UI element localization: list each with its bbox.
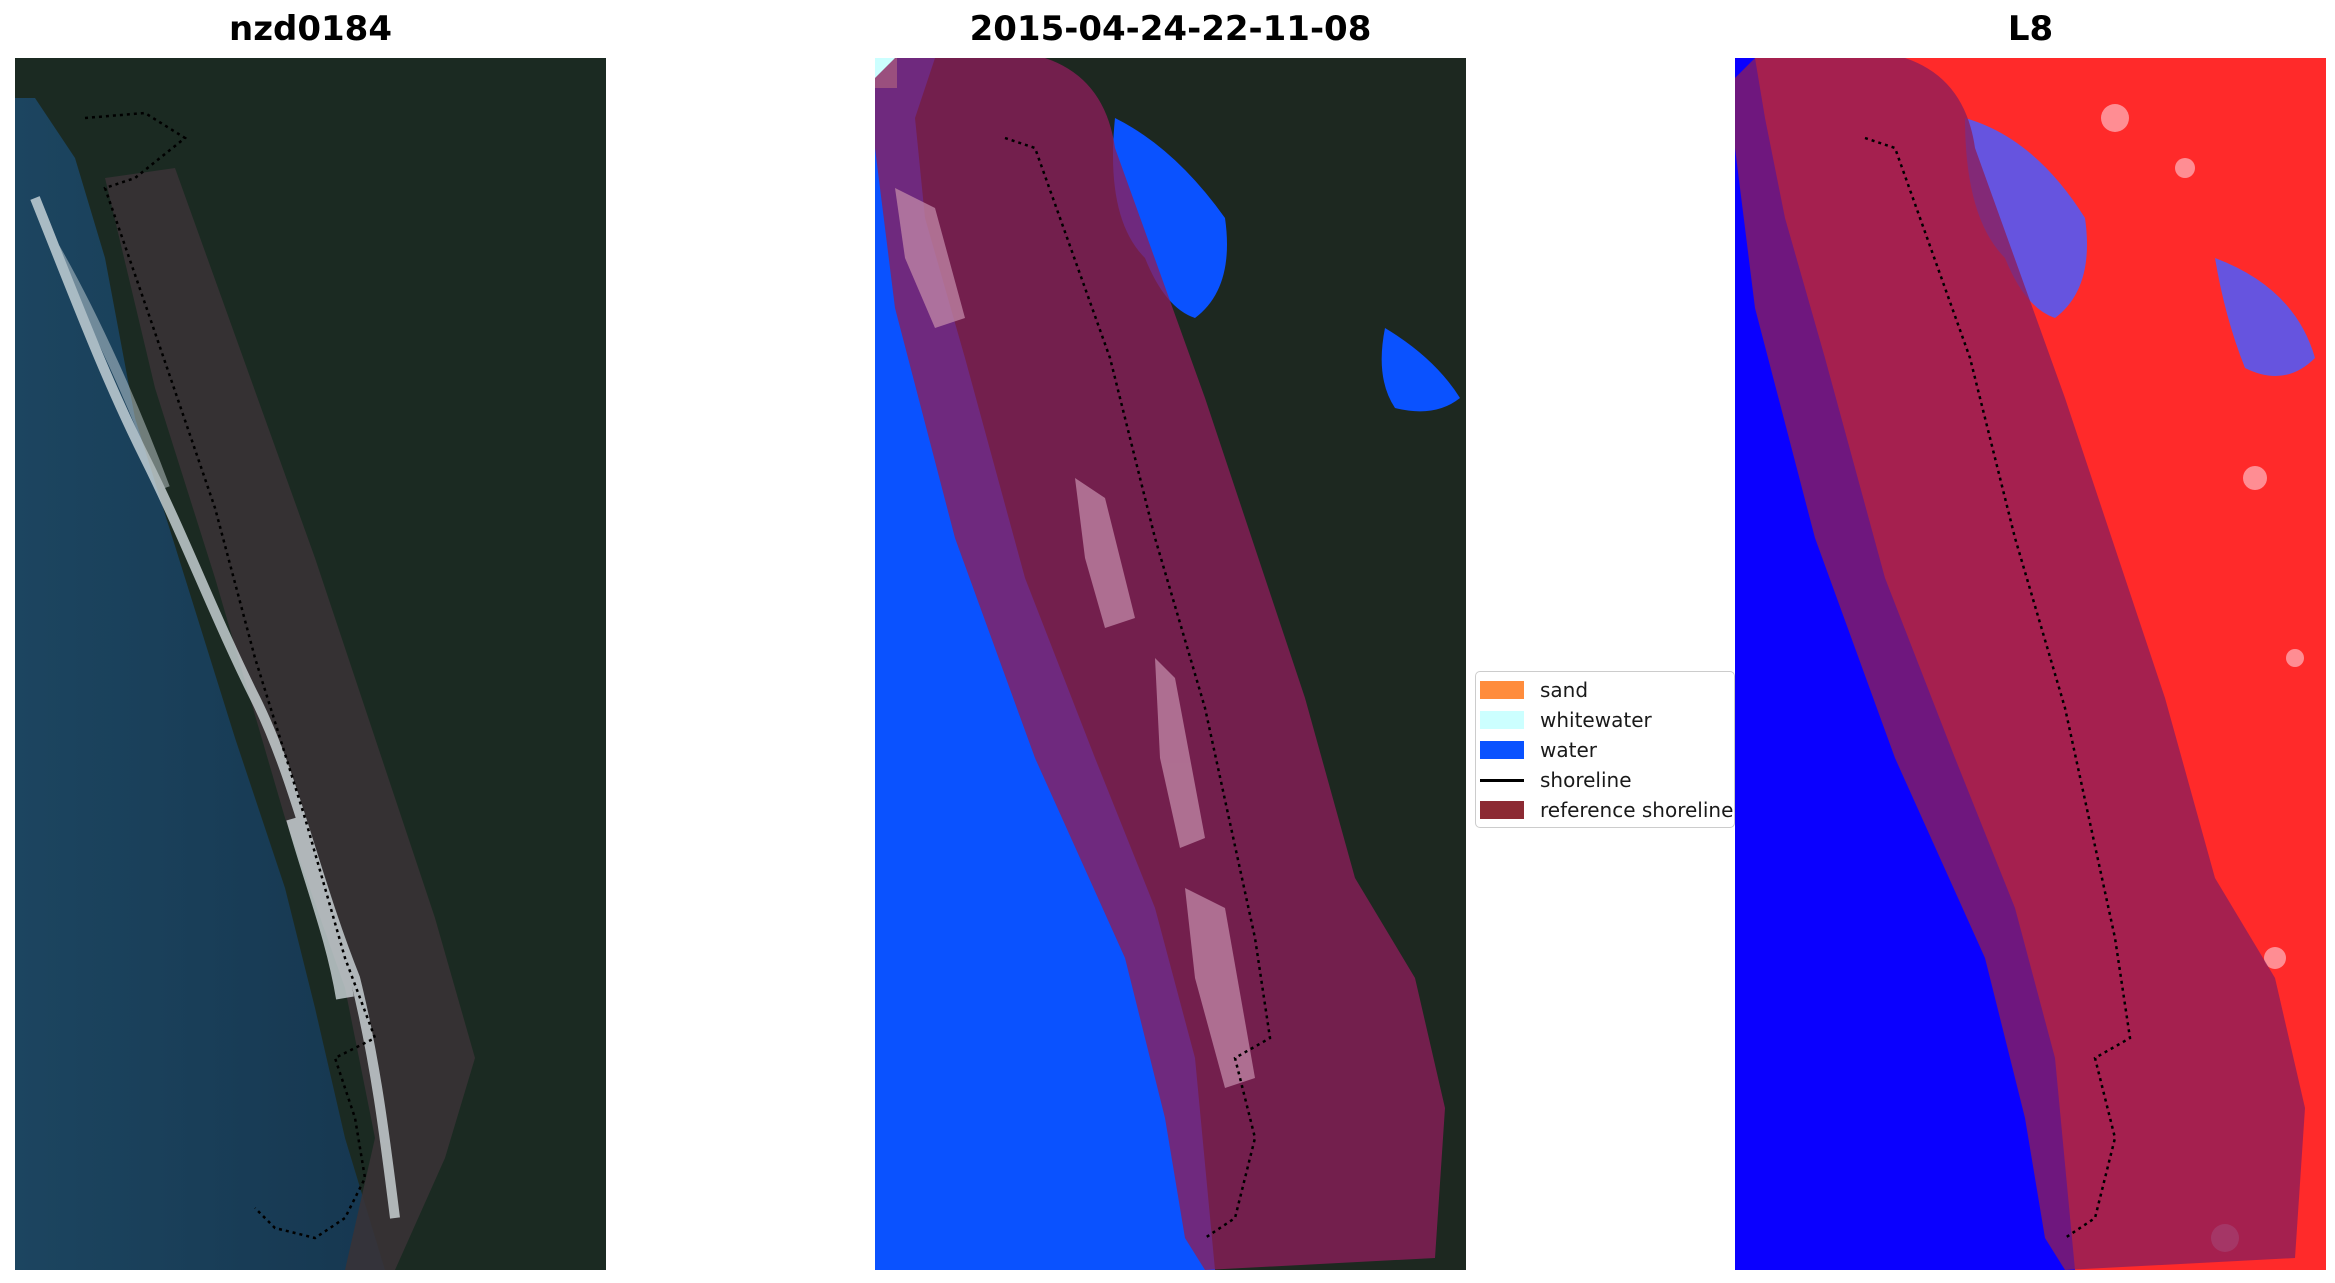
legend-label: shoreline [1540,768,1632,792]
surf-lines [30,196,400,1219]
panel-title-classified: 2015-04-24-22-11-08 [969,9,1372,49]
water-class-lake [1113,118,1227,318]
legend-line-shoreline [1480,778,1524,782]
legend-label: whitewater [1540,708,1652,732]
rgb-satellite-image [15,58,606,1270]
beach-strip [105,168,475,1270]
legend-swatch-sand [1480,681,1524,699]
panel-title-index: L8 [2007,9,2054,49]
classified-image [875,58,1466,1270]
legend-swatch-reference-buffer [1480,801,1524,819]
sand-sparse [895,188,1255,1088]
negative-index-patches [1965,118,2315,376]
legend-label: sand [1540,678,1589,702]
legend-item-water: water [1476,737,1734,763]
panel-title-rgb: nzd0184 [229,9,392,49]
legend-item-whitewater: whitewater [1476,707,1734,733]
legend: sand whitewater water shoreline referenc… [1475,671,1735,828]
legend-label: water [1540,738,1597,762]
legend-swatch-whitewater [1480,711,1524,729]
legend-label: reference shoreline buffer [1540,798,1734,822]
reference-shoreline-buffer [1735,58,2305,1270]
sea-area [15,58,385,1270]
legend-item-reference-buffer: reference shoreline buffer [1476,797,1734,823]
rgb-image-canvas [15,58,606,1270]
index-image-canvas [1735,58,2326,1270]
legend-item-sand: sand [1476,677,1734,703]
legend-swatch-water [1480,741,1524,759]
legend-item-shoreline: shoreline [1476,767,1734,793]
water-class-lake [1381,328,1460,412]
classified-image-canvas [875,58,1466,1270]
index-image [1735,58,2326,1270]
